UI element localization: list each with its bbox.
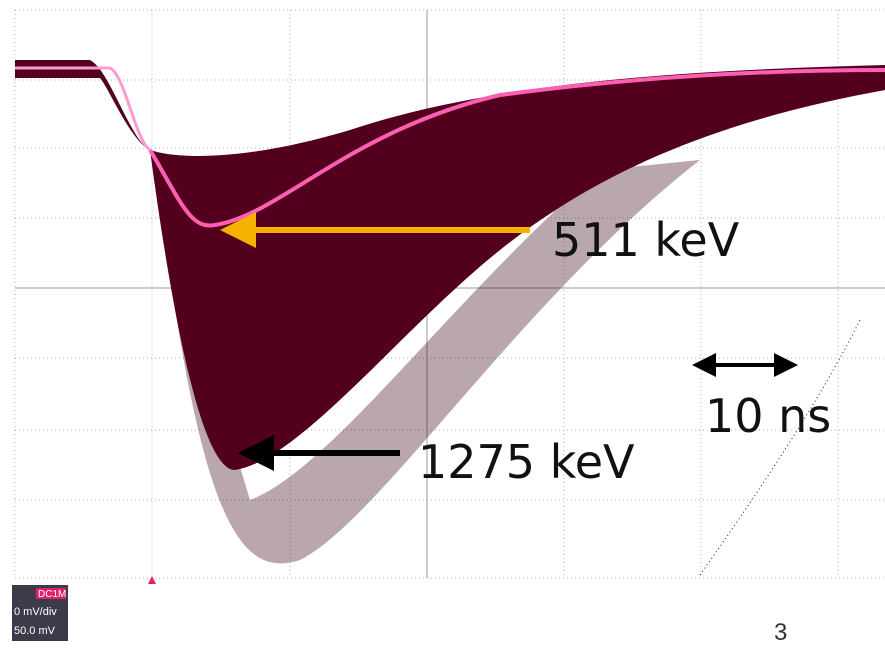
waveform (15, 60, 885, 584)
slide-number: 3 (774, 619, 787, 646)
scope-badge: DC1M 0 mV/div 50.0 mV (12, 585, 68, 641)
slide: 511 keV 1275 keV 10 ns DC1M 0 mV/div 50.… (0, 0, 885, 655)
label-10ns: 10 ns (705, 389, 831, 443)
label-511: 511 keV (552, 213, 740, 267)
badge-coupling: DC1M (38, 589, 66, 600)
badge-offset: 50.0 mV (14, 625, 56, 637)
label-1275: 1275 keV (418, 435, 635, 489)
badge-scale: 0 mV/div (14, 606, 57, 618)
